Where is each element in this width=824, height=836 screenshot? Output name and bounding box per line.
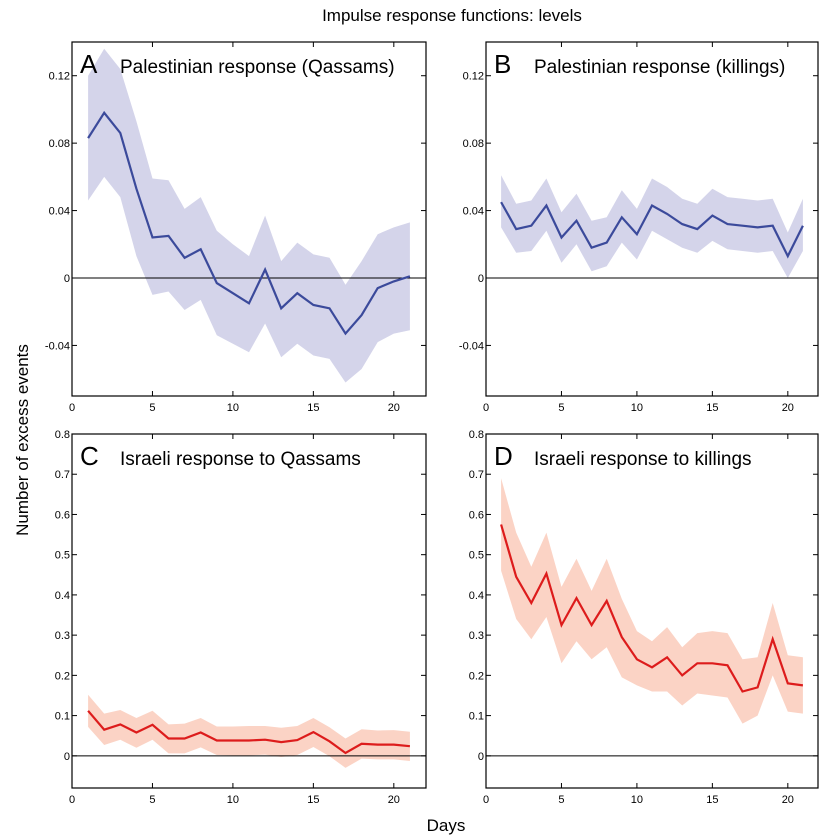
- panel-c-y-tick-label: 0.7: [55, 469, 70, 481]
- panel-b-x-tick-label: 0: [483, 402, 489, 414]
- figure-x-axis-label: Days: [427, 816, 466, 835]
- panels-group: 0 5 10 15 20 -0.04 0 0.04 0.08 0.12 A Palestinian r…: [45, 41, 819, 806]
- panel-c-y-tick-label: 0.1: [55, 711, 70, 723]
- panel-d-y-tick-label: 0.4: [469, 590, 484, 602]
- panel-d-y-tick-label: 0.2: [469, 670, 484, 682]
- panel-c-y-tick-label: 0.2: [55, 670, 70, 682]
- panel-d-x-tick-label: 20: [782, 794, 794, 806]
- panel-c-x-tick-label: 10: [227, 794, 239, 806]
- panel-c-y-tick-label: 0.6: [55, 509, 70, 521]
- panel-c-y-tick-label: 0.8: [55, 429, 70, 441]
- panel-a-y-tick-label: 0.08: [49, 138, 70, 150]
- panel-b-y-tick-label: 0.08: [463, 138, 484, 150]
- panel-d-title: Israeli response to killings: [534, 449, 752, 470]
- panel-b-x-tick-label: 5: [558, 402, 564, 414]
- panel-c-x-tick-label: 0: [69, 794, 75, 806]
- panel-c-y-tick-label: 0.4: [55, 590, 70, 602]
- panel-d-y-tick-label: 0.7: [469, 469, 484, 481]
- panel-c-title: Israeli response to Qassams: [120, 449, 361, 470]
- panel-a-x-tick-label: 10: [227, 402, 239, 414]
- panel-a-x-tick-label: 5: [149, 402, 155, 414]
- panel-d-y-tick-label: 0.1: [469, 711, 484, 723]
- panel-b: 0 5 10 15 20 -0.04 0 0.04 0.08 0.12 B Palestinian r…: [459, 41, 819, 414]
- panel-b-y-tick-label: 0.12: [463, 71, 484, 83]
- panel-a-frame: [71, 41, 427, 397]
- panel-c-x-tick-label: 15: [307, 794, 319, 806]
- panel-a-letter: A: [80, 49, 98, 79]
- panel-c-x-tick-label: 20: [388, 794, 400, 806]
- figure-y-axis-label: Number of excess events: [13, 344, 32, 536]
- panel-d-y-tick-label: 0: [478, 751, 484, 763]
- panel-b-x-tick-label: 20: [782, 402, 794, 414]
- panel-c-frame: [71, 433, 427, 789]
- panel-b-frame: [485, 41, 819, 397]
- panel-b-response-line: [500, 201, 804, 259]
- panel-b-title: Palestinian response (killings): [534, 57, 785, 78]
- panel-c-letter: C: [80, 441, 99, 471]
- panel-a-y-tick-label: 0.12: [49, 71, 70, 83]
- panel-c-x-tick-label: 5: [149, 794, 155, 806]
- panel-a-y-tick-label: -0.04: [45, 340, 70, 352]
- panel-d-confidence-band: [501, 478, 803, 724]
- panel-b-y-tick-label: 0: [478, 273, 484, 285]
- panel-b-x-tick-label: 10: [631, 402, 643, 414]
- panel-b-y-tick-label: 0.04: [463, 206, 484, 218]
- panel-d-y-tick-label: 0.3: [469, 630, 484, 642]
- panel-a-confidence-band: [88, 48, 410, 383]
- panel-a-x-tick-label: 0: [69, 402, 75, 414]
- panel-d-y-tick-label: 0.5: [469, 550, 484, 562]
- panel-d-x-tick-label: 0: [483, 794, 489, 806]
- panel-d-y-tick-label: 0.8: [469, 429, 484, 441]
- panel-c-y-tick-label: 0: [64, 751, 70, 763]
- panel-d: 0 5 10 15 20 0 0.1 0.2 0.3 0.4 0.5 0.6 0.7 0.8 D Israel…: [469, 429, 819, 806]
- panel-b-confidence-band: [501, 175, 803, 278]
- panel-a-x-tick-label: 15: [307, 402, 319, 414]
- panel-d-x-tick-label: 10: [631, 794, 643, 806]
- panel-b-letter: B: [494, 49, 511, 79]
- panel-a-response-line: [87, 110, 411, 336]
- panel-d-letter: D: [494, 441, 513, 471]
- panel-a-title: Palestinian response (Qassams): [120, 57, 395, 78]
- panel-c-y-tick-label: 0.5: [55, 550, 70, 562]
- panel-a-x-tick-label: 20: [388, 402, 400, 414]
- panel-c: 0 5 10 15 20 0 0.1 0.2 0.3 0.4 0.5 0.6 0.7 0.8 C Israel…: [55, 429, 427, 806]
- panel-a-y-tick-label: 0: [64, 273, 70, 285]
- figure-title: Impulse response functions: levels: [322, 6, 582, 25]
- panel-d-response-line: [500, 524, 804, 693]
- panel-b-y-tick-label: -0.04: [459, 340, 484, 352]
- panel-d-x-tick-label: 15: [706, 794, 718, 806]
- panel-c-y-tick-label: 0.3: [55, 630, 70, 642]
- panel-b-x-tick-label: 15: [706, 402, 718, 414]
- panel-a-y-tick-label: 0.04: [49, 206, 70, 218]
- panel-d-y-tick-label: 0.6: [469, 509, 484, 521]
- panel-c-confidence-band: [88, 694, 410, 768]
- panel-c-response-line: [87, 710, 411, 755]
- panel-a: 0 5 10 15 20 -0.04 0 0.04 0.08 0.12 A Palestinian r…: [45, 41, 427, 414]
- panel-d-x-tick-label: 5: [558, 794, 564, 806]
- panel-d-frame: [485, 433, 819, 789]
